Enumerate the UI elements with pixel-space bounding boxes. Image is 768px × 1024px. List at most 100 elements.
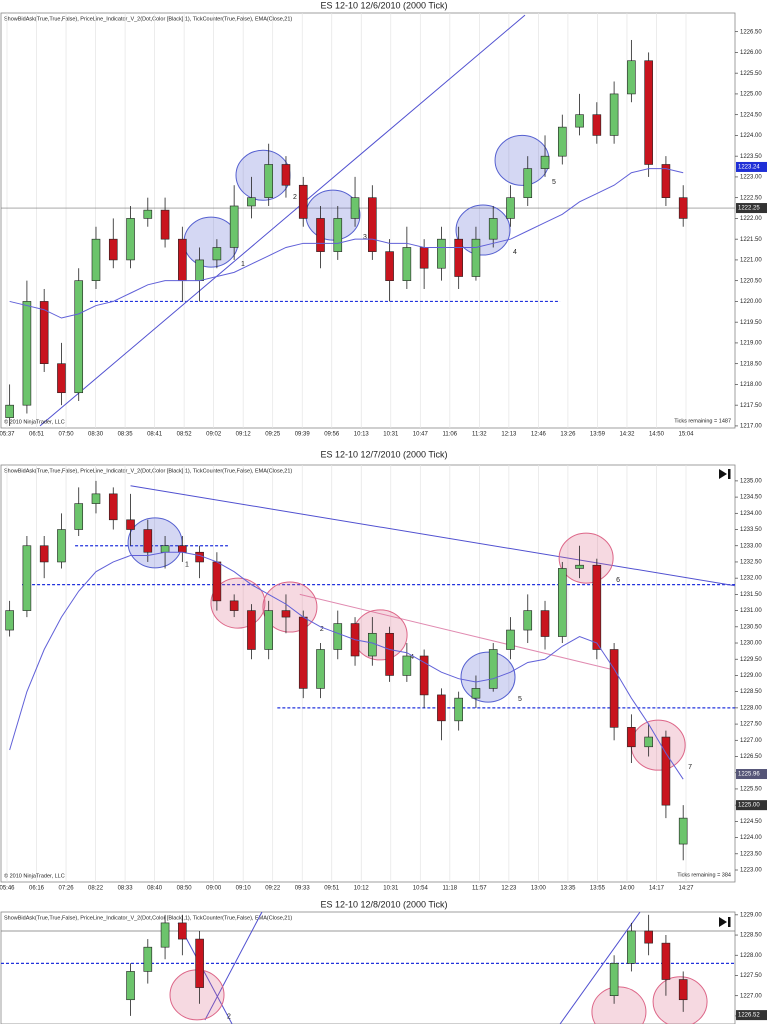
y-tick-label: 1218.50 <box>740 361 762 367</box>
x-tick-label: 13:59 <box>590 432 606 438</box>
candle-body <box>627 930 636 964</box>
candle-body <box>39 545 49 563</box>
candle-body <box>5 610 14 631</box>
candle-body <box>212 247 222 261</box>
pattern-label: 1 <box>241 261 245 268</box>
x-tick-label: 11:57 <box>472 886 487 892</box>
y-tick-label: 1232.00 <box>740 576 762 582</box>
chart-panel: ES 12-10 12/6/2010 (2000 Tick) ShowBidAsk… <box>0 0 767 438</box>
x-tick-label: 05:46 <box>0 886 15 892</box>
chart-panel: ES 12-10 12/7/2010 (2000 Tick) ShowBidAsk… <box>0 449 767 892</box>
candle-body <box>126 519 135 530</box>
candle-body <box>454 238 463 277</box>
candle-body <box>437 238 446 269</box>
x-tick-label: 09:12 <box>236 432 252 438</box>
candle-body <box>333 623 343 650</box>
candle-body <box>437 694 446 722</box>
y-tick-label: 1230.50 <box>740 624 762 630</box>
candle-body <box>316 218 325 252</box>
x-tick-label: 08:35 <box>118 432 134 438</box>
x-tick-label: 13:35 <box>560 886 576 892</box>
pattern-label: 5 <box>552 179 556 186</box>
y-tick-label: 1232.50 <box>740 560 762 566</box>
play-end-icon[interactable] <box>718 916 732 928</box>
y-tick-label: 1228.50 <box>740 689 762 695</box>
candle-body <box>575 114 584 128</box>
candle-body <box>661 164 671 198</box>
pattern-circle <box>558 532 614 584</box>
x-tick-label: 09:02 <box>206 432 222 438</box>
copyright: © 2010 NinjaTrader, LLC <box>4 418 65 425</box>
x-tick-label: 14:00 <box>619 886 635 892</box>
candle-body <box>74 280 84 394</box>
candle-body <box>661 736 671 806</box>
price-marker-label: 1223.24 <box>738 165 760 171</box>
pattern-label: 2 <box>293 194 297 201</box>
pattern-circle <box>460 651 516 703</box>
pattern-label: 2 <box>320 626 324 633</box>
candle-body <box>540 155 550 169</box>
candle-body <box>368 632 377 657</box>
x-tick-label: 09:33 <box>295 886 311 892</box>
x-tick-label: 09:10 <box>236 886 252 892</box>
candle-body <box>229 205 239 248</box>
y-tick-label: 1231.00 <box>740 608 762 614</box>
y-tick-label: 1227.50 <box>740 973 762 979</box>
y-tick-label: 1234.00 <box>740 511 762 517</box>
price-marker <box>736 769 767 780</box>
x-tick-label: 09:56 <box>324 432 340 438</box>
x-tick-label: 09:39 <box>295 432 311 438</box>
candle-body <box>143 529 153 553</box>
chart-title: ES 12-10 12/6/2010 (2000 Tick) <box>320 0 447 10</box>
x-tick-label: 10:54 <box>413 886 429 892</box>
candle-body <box>247 610 256 650</box>
candle-body <box>126 218 135 261</box>
candle-body <box>281 164 291 186</box>
y-tick-label: 1224.00 <box>740 835 762 841</box>
candle-body <box>143 946 153 972</box>
candle-body <box>195 938 204 988</box>
candle-body <box>247 197 256 207</box>
y-tick-label: 1217.50 <box>740 403 762 409</box>
play-end-icon[interactable] <box>718 468 732 480</box>
y-tick-label: 1226.50 <box>740 754 762 760</box>
plot-area <box>0 12 736 429</box>
y-tick-label: 1230.00 <box>740 641 762 647</box>
x-tick-label: 08:50 <box>177 886 193 892</box>
y-tick-label: 1228.00 <box>740 953 762 959</box>
pattern-label: 3 <box>363 234 367 241</box>
pattern-label: 1 <box>185 562 189 569</box>
candle-body <box>178 238 187 281</box>
candle-body <box>385 251 394 281</box>
candle-body <box>385 632 394 676</box>
candle-body <box>264 610 273 650</box>
tick-counter: Ticks remaining = 1487 <box>674 418 731 424</box>
tick-counter: Ticks remaining = 384 <box>677 872 731 878</box>
candle-body <box>557 126 567 157</box>
x-tick-label: 10:13 <box>354 432 370 438</box>
candle-body <box>471 238 481 277</box>
y-tick-label: 1219.50 <box>740 320 762 326</box>
pattern-label: 7 <box>688 764 692 771</box>
chart-title: ES 12-10 12/7/2010 (2000 Tick) <box>320 449 447 459</box>
x-tick-label: 06:51 <box>29 432 45 438</box>
y-tick-label: 1234.50 <box>740 495 762 501</box>
price-marker <box>736 161 767 172</box>
plot-content: 1 2 3 4 5 <box>1 14 735 427</box>
x-tick-label: 12:46 <box>531 432 547 438</box>
candle-body <box>368 197 377 252</box>
candle-body <box>627 60 636 95</box>
x-tick-label: 10:12 <box>354 886 370 892</box>
x-tick-label: 08:41 <box>147 432 163 438</box>
x-tick-label: 15:04 <box>678 432 694 438</box>
candle-body <box>592 564 602 650</box>
x-tick-label: 14:27 <box>678 886 694 892</box>
y-tick-label: 1221.00 <box>740 258 762 264</box>
pattern-label: 6 <box>616 577 620 584</box>
y-tick-label: 1226.50 <box>740 29 762 35</box>
candle-body <box>281 610 291 618</box>
y-tick-label: 1227.50 <box>740 722 762 728</box>
candle-body <box>644 930 653 944</box>
y-tick-label: 1222.50 <box>740 195 762 201</box>
